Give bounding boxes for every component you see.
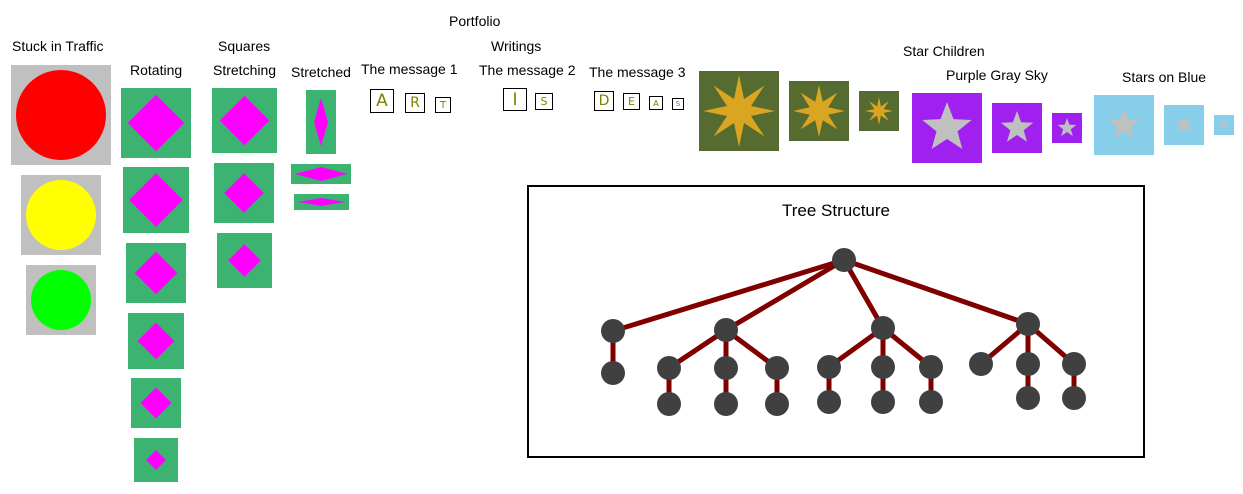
rotating-square	[123, 167, 189, 233]
tree-leaf-node	[714, 392, 738, 416]
message-1-letter: R	[405, 93, 425, 113]
message-1-label: The message 1	[361, 61, 458, 77]
tree-node	[969, 352, 993, 376]
tree-leaf-node	[817, 390, 841, 414]
tree-leaf-node	[765, 392, 789, 416]
tree-frame: Tree Structure	[527, 185, 1145, 458]
message-2-label: The message 2	[479, 62, 576, 78]
rotating-square	[121, 88, 191, 158]
rotating-diamond	[129, 173, 183, 227]
gold-star-icon	[703, 75, 775, 147]
portfolio-title: Portfolio	[449, 13, 501, 29]
gray-star-icon	[1219, 120, 1229, 129]
gray-star-icon	[1000, 111, 1034, 142]
writings-group-label: Writings	[491, 38, 542, 54]
tree-diagram	[601, 248, 1086, 416]
message-3-letter: D	[594, 91, 614, 111]
stretched-vertical-diamond	[314, 98, 328, 146]
tree-leaf-node	[871, 390, 895, 414]
traffic-label: Stuck in Traffic	[12, 38, 104, 54]
rotating-diamond	[140, 387, 172, 419]
tree-node	[601, 319, 625, 343]
stretching-square	[214, 163, 274, 223]
rotating-diamond	[146, 450, 166, 470]
star-group-2-label: Purple Gray Sky	[946, 67, 1048, 83]
tree-node	[714, 356, 738, 380]
tree-leaf-node	[1062, 386, 1086, 410]
tree-node	[871, 316, 895, 340]
message-3-letter: A	[649, 96, 663, 110]
tree-leaf-node	[919, 390, 943, 414]
tree-node	[601, 361, 625, 385]
tree-leaf-node	[1016, 386, 1040, 410]
gray-star-icon	[1057, 118, 1077, 137]
tree-node	[765, 356, 789, 380]
gray-star-icon	[1108, 109, 1140, 138]
message-1-letter: T	[435, 97, 451, 113]
tree-node	[1016, 312, 1040, 336]
message-3-label: The message 3	[589, 64, 686, 80]
yellow-light-box	[21, 175, 101, 255]
rotating-diamond	[137, 322, 175, 360]
message-3-letter: S	[672, 98, 684, 110]
rotating-square	[128, 313, 184, 369]
tree-node	[657, 356, 681, 380]
stretching-diamond	[219, 95, 270, 146]
green-light	[31, 270, 91, 330]
tree-edge	[612, 257, 845, 334]
star-group-3-label: Stars on Blue	[1122, 69, 1207, 85]
message-2-letter: S	[535, 93, 553, 110]
red-light	[16, 70, 106, 160]
green-light-box	[26, 265, 96, 335]
stretched-wide-diamond	[295, 167, 347, 181]
stretching-square	[217, 233, 272, 288]
tree-node	[714, 318, 738, 342]
red-light-box	[11, 65, 111, 165]
stretching-square	[212, 88, 277, 153]
tree-root-node	[832, 248, 856, 272]
rotating-square	[134, 438, 178, 482]
yellow-light	[26, 180, 96, 250]
message-2-letter: I	[503, 88, 527, 111]
gold-star-icon	[865, 97, 893, 125]
tree-node	[1062, 352, 1086, 376]
stretching-label: Stretching	[213, 62, 277, 78]
stretching-diamond	[228, 244, 261, 277]
tree-node	[871, 355, 895, 379]
tree-title: Tree Structure	[781, 201, 891, 220]
message-1-letter: A	[370, 89, 394, 113]
rotating-square	[126, 243, 186, 303]
stretching-diamond	[224, 173, 264, 213]
gold-star-icon	[793, 85, 845, 137]
stretched-shapes	[291, 90, 351, 210]
rotating-label: Rotating	[130, 62, 183, 78]
stretched-flat-diamond	[298, 198, 345, 206]
gray-star-icon	[1175, 116, 1193, 133]
stretched-label: Stretched	[291, 64, 351, 80]
tree-edge	[843, 257, 1029, 327]
tree-node	[1016, 352, 1040, 376]
squares-group-label: Squares	[218, 38, 271, 54]
message-3-letter: E	[623, 93, 640, 110]
gray-star-icon	[922, 102, 972, 149]
tree-leaf-node	[657, 392, 681, 416]
star-children-label: Star Children	[903, 43, 985, 59]
star-children-canvas	[699, 71, 1234, 163]
tree-edge	[841, 258, 886, 330]
rotating-diamond	[127, 94, 185, 152]
rotating-diamond	[134, 251, 178, 295]
tree-node	[919, 355, 943, 379]
tree-edge	[724, 257, 846, 333]
rotating-square	[131, 378, 181, 428]
tree-node	[817, 355, 841, 379]
